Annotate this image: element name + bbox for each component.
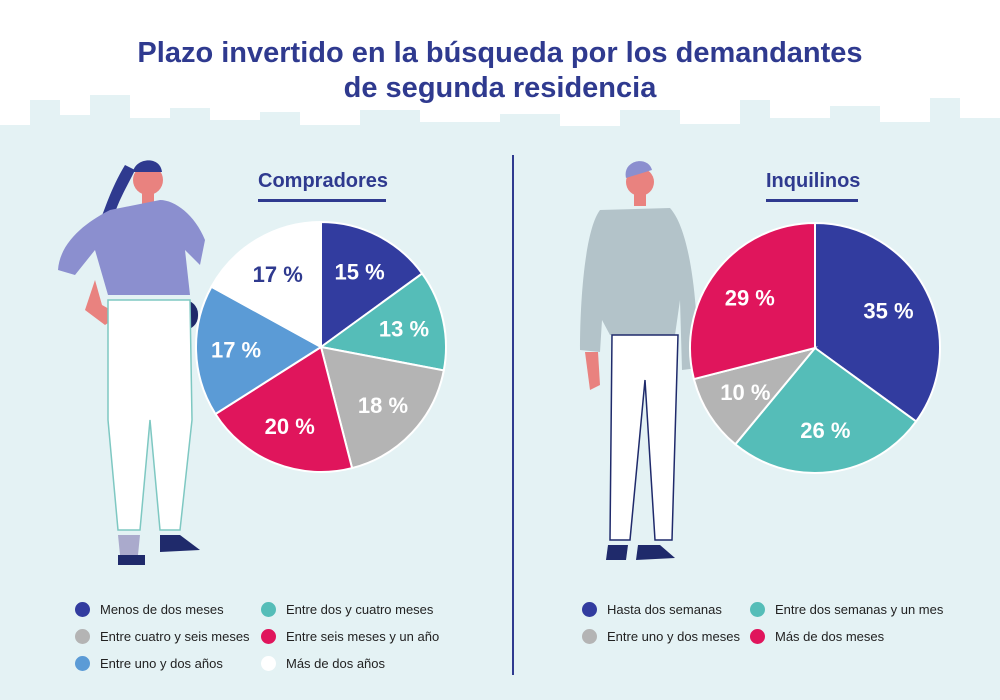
legend-item: Entre cuatro y seis meses bbox=[75, 629, 250, 644]
legend-label: Menos de dos meses bbox=[100, 602, 224, 617]
slice-data-label: 13 % bbox=[379, 316, 429, 341]
man-figure bbox=[580, 161, 698, 560]
legend-item: Hasta dos semanas bbox=[582, 602, 722, 617]
divider bbox=[512, 155, 514, 675]
slice-data-label: 20 % bbox=[265, 414, 315, 439]
chart-title-inquilinos: Inquilinos bbox=[766, 170, 861, 202]
legend-swatch bbox=[75, 629, 90, 644]
chart-title-text: Compradores bbox=[258, 170, 389, 192]
legend-label: Entre dos y cuatro meses bbox=[286, 602, 434, 617]
slice-data-label: 29 % bbox=[725, 285, 775, 310]
pie-slice bbox=[320, 220, 424, 349]
title-line-2: de segunda residencia bbox=[343, 72, 657, 104]
legend-item: Entre uno y dos años bbox=[75, 656, 223, 671]
legend-label: Entre uno y dos meses bbox=[607, 629, 740, 644]
pie-slice bbox=[210, 220, 322, 349]
legend-swatch bbox=[582, 629, 597, 644]
legend-item: Más de dos meses bbox=[750, 629, 884, 644]
slice-data-label: 17 % bbox=[253, 262, 303, 287]
legend-item: Entre dos y cuatro meses bbox=[261, 602, 433, 617]
legend-label: Más de dos años bbox=[286, 656, 386, 671]
legend-swatch bbox=[261, 629, 276, 644]
legend-swatch bbox=[750, 602, 765, 617]
legend-swatch bbox=[261, 656, 276, 671]
pie-slice bbox=[814, 221, 941, 423]
title-underline bbox=[766, 199, 858, 202]
woman-figure bbox=[58, 160, 205, 565]
pie-slice bbox=[689, 221, 816, 381]
legend-item: Menos de dos meses bbox=[75, 602, 224, 617]
legend-label: Más de dos meses bbox=[775, 629, 885, 644]
slice-data-label: 15 % bbox=[335, 259, 385, 284]
chart-title-compradores: Compradores bbox=[258, 170, 389, 202]
legend-swatch bbox=[261, 602, 276, 617]
title-line-1: Plazo invertido en la búsqueda por los d… bbox=[137, 37, 863, 69]
legend-swatch bbox=[582, 602, 597, 617]
title-underline bbox=[258, 199, 386, 202]
chart-title-text: Inquilinos bbox=[766, 170, 861, 192]
pie-slice bbox=[214, 345, 354, 473]
legend-swatch bbox=[75, 656, 90, 671]
slice-data-label: 35 % bbox=[863, 299, 913, 324]
legend-swatch bbox=[75, 602, 90, 617]
slice-data-label: 18 % bbox=[358, 393, 408, 418]
legend-item: Más de dos años bbox=[261, 656, 385, 671]
legend-label: Entre seis meses y un año bbox=[286, 629, 440, 644]
page-title: Plazo invertido en la búsqueda por los d… bbox=[0, 36, 1000, 106]
legend-item: Entre seis meses y un año bbox=[261, 629, 439, 644]
slice-data-label: 26 % bbox=[800, 418, 850, 443]
legend-label: Entre cuatro y seis meses bbox=[100, 629, 250, 644]
slice-data-label: 17 % bbox=[211, 338, 261, 363]
legend-label: Entre dos semanas y un mes bbox=[775, 602, 944, 617]
pie-slice bbox=[318, 272, 447, 372]
legend-item: Entre uno y dos meses bbox=[582, 629, 740, 644]
pie-slice bbox=[195, 285, 323, 416]
legend-label: Hasta dos semanas bbox=[607, 602, 722, 617]
pie-slice bbox=[733, 346, 918, 474]
slice-data-label: 10 % bbox=[720, 380, 770, 405]
legend-swatch bbox=[750, 629, 765, 644]
pie-slice bbox=[319, 345, 445, 470]
legend-item: Entre dos semanas y un mes bbox=[750, 602, 943, 617]
legend-label: Entre uno y dos años bbox=[100, 656, 223, 671]
